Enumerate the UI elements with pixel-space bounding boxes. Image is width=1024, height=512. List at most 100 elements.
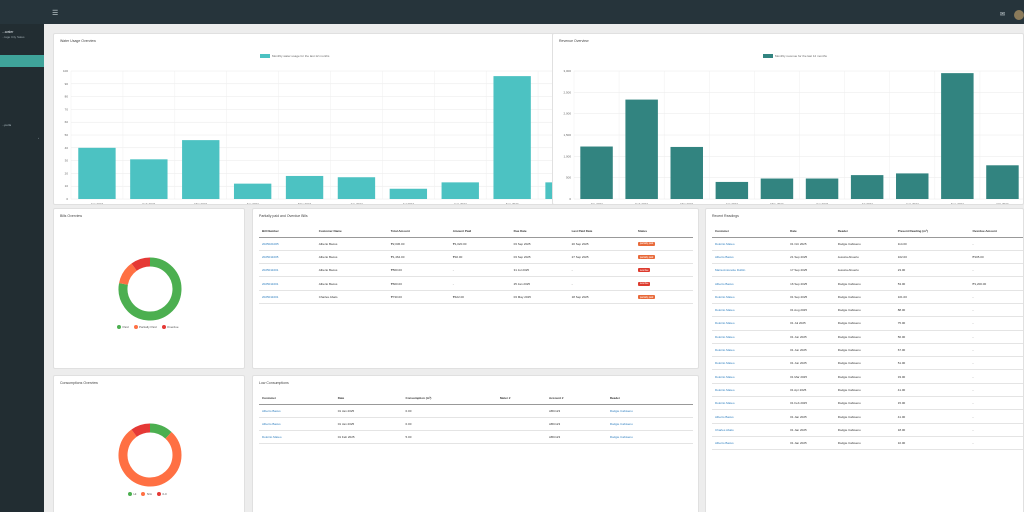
column-header[interactable]: Reader (834, 225, 895, 238)
column-header[interactable]: Customer (259, 392, 335, 405)
table-row[interactable]: 2025021005 Alberto Bacus ₱2,036.00 ₱1,020.0… (259, 237, 693, 251)
status-badge: partially paid (637, 241, 656, 246)
table-link[interactable]: Alberto Bacus (712, 276, 788, 291)
table-row[interactable]: Dolorito Mateo 01 Jun 2025 Rodgie Cabiseno… (712, 343, 1023, 358)
table-link[interactable]: Dolorito Mateo (712, 356, 788, 371)
table-row[interactable]: Dolorito Mateo 01 Jun 2025 Rodgie Cabiseno… (712, 330, 1023, 344)
table-link[interactable]: Dolorito Mateo (712, 290, 788, 304)
table-row[interactable]: Dolorito Mateo 01 Apr 2025 Rodgie Cabiseno… (712, 383, 1023, 398)
table-cell: 56.00 (894, 330, 970, 344)
column-header[interactable]: Date (787, 225, 835, 238)
table-cell: 01 Oct 2025 (787, 237, 835, 251)
legend-item-partially-paid[interactable]: Partially Paid (133, 325, 157, 330)
table-cell: - (449, 263, 511, 278)
column-header[interactable]: Due Date (510, 225, 569, 238)
table-link[interactable]: Alberto Bacus (259, 417, 335, 432)
table-link[interactable]: Maria Antonette Dublin (712, 263, 788, 278)
table-row[interactable]: Alberto Bacus 01 Jan 2025 0.00 ABC123 Rodgie… (259, 417, 693, 432)
table-row[interactable]: Dolorito Mateo 01 Oct 2025 Rodgie Cabiseno… (712, 237, 1023, 251)
table-row[interactable]: Alberto Bacus 01 Jan 2025 0.00 ABC123 Rodgie… (259, 404, 693, 418)
table-cell: Charles Abalo (315, 290, 388, 304)
table-row[interactable]: 2025011001 Charles Abalo ₱730.00 ₱422.00 03 … (259, 290, 693, 304)
table-link[interactable]: Alberto Bacus (712, 250, 788, 265)
table-cell: 01 Jan 2025 (334, 417, 403, 432)
column-header[interactable]: Date (334, 392, 403, 405)
table-row[interactable]: Charles Abalo 01 Jan 2025 Rodgie Cabiseno 1… (712, 423, 1023, 437)
legend-item-overdue[interactable]: Overdue (161, 325, 179, 330)
table-link[interactable]: Dolorito Mateo (712, 303, 788, 318)
table-row[interactable]: Dolorito Mateo 01 Aug 2025 Rodgie Cabiseno… (712, 303, 1023, 318)
table-link[interactable]: 2025021005 (259, 237, 316, 251)
column-header[interactable]: Reader (606, 392, 693, 405)
bar (986, 165, 1019, 199)
table-row[interactable]: 2025011005 Alberto Bacus ₱1,464.00 ₱32.00 03… (259, 250, 693, 265)
table-link[interactable]: 2025011001 (259, 276, 316, 291)
table-row[interactable]: Dolorito Mateo 01 Jul 2025 Rodgie Cabiseno… (712, 316, 1023, 331)
legend-item-paid[interactable]: Paid (117, 325, 129, 330)
table-row[interactable]: 2025011001 Alberto Bacus ₱600.00-25 Jan 20… (259, 276, 693, 291)
table-row[interactable]: Alberto Bacus 01 Jan 2025 Rodgie Cabiseno 4… (712, 409, 1023, 424)
donut-legend: Hi N/A 0-0 (128, 492, 167, 497)
chart-legend[interactable]: Monthly revenue for the last 12 months (763, 54, 827, 58)
table-link[interactable]: Alberto Bacus (712, 436, 788, 451)
column-header[interactable]: Last Paid Date (568, 225, 635, 238)
column-header[interactable]: Meter # (496, 392, 546, 405)
column-header[interactable]: Overdue Amount (969, 225, 1023, 238)
column-header[interactable]: Consumption (m³) (402, 392, 497, 405)
table-link[interactable]: Dolorito Mateo (712, 383, 788, 398)
avatar[interactable] (1014, 10, 1024, 20)
column-header[interactable]: Present Reading (m³) (894, 225, 970, 238)
table-row[interactable]: Maria Antonette Dublin 17 Sep 2025 Jessica… (712, 263, 1023, 278)
table-row[interactable]: Alberto Bacus 16 Sep 2025 Rodgie Cabiseno 5… (712, 276, 1023, 291)
bar (625, 99, 658, 199)
recent-readings-table: Customer Date Reader Present Reading (m³) Ov… (712, 225, 1023, 451)
table-header-row: Bill Number Customer Name Total Amount Amou… (259, 225, 693, 238)
table-link[interactable]: Alberto Bacus (259, 404, 335, 418)
table-link[interactable]: Charles Abalo (712, 423, 788, 437)
bar (182, 140, 220, 199)
chevron-right-icon[interactable]: › (38, 136, 39, 140)
legend-item-na[interactable]: N/A (141, 492, 152, 497)
table-cell: - (969, 383, 1023, 398)
table-link[interactable]: Dolorito Mateo (712, 369, 788, 384)
sidebar-item-label[interactable]: ...ports (2, 123, 12, 127)
table-row[interactable]: Alberto Bacus 01 Jan 2025 Rodgie Cabiseno 1… (712, 436, 1023, 451)
table-row[interactable]: Dolorito Mateo 01 Feb 2025 5.00 ABC123 Rodgi… (259, 430, 693, 445)
table-link[interactable]: Dolorito Mateo (712, 396, 788, 411)
table-link[interactable]: Dolorito Mateo (712, 237, 788, 251)
table-link[interactable]: 2025011001 (259, 263, 316, 278)
chat-icon[interactable]: ✉ (1000, 12, 1006, 18)
table-row[interactable]: Alberto Bacus 21 Sep 2025 Jessica Abuerto 1… (712, 250, 1023, 265)
table-row[interactable]: Dolorito Mateo 01 Jun 2025 Rodgie Cabiseno… (712, 356, 1023, 371)
table-link[interactable]: Alberto Bacus (712, 409, 788, 424)
column-header[interactable]: Amount Paid (449, 225, 511, 238)
table-link[interactable]: 2025011001 (259, 290, 316, 304)
hamburger-icon[interactable]: ☰ (52, 10, 59, 17)
column-header[interactable]: Total Amount (387, 225, 450, 238)
table-row[interactable]: Dolorito Mateo 01 Sep 2025 Rodgie Cabiseno… (712, 290, 1023, 304)
column-header[interactable]: Customer (712, 225, 788, 238)
table-link[interactable]: Dolorito Mateo (712, 343, 788, 358)
table-link[interactable]: Dolorito Mateo (712, 330, 788, 344)
table-link[interactable]: Dolorito Mateo (712, 316, 788, 331)
column-header[interactable]: Status (634, 225, 693, 238)
sidebar-item-dashboard[interactable] (0, 55, 44, 67)
y-tick-label: 1,000 (563, 154, 571, 158)
column-header[interactable]: Bill Number (259, 225, 316, 238)
table-link[interactable]: 2025011005 (259, 250, 316, 265)
x-tick-label: Jul 2024 (403, 202, 415, 205)
legend-item-hi[interactable]: Hi (128, 492, 136, 497)
table-row[interactable]: Dolorito Mateo 01 Mar 2025 Rodgie Cabiseno… (712, 369, 1023, 384)
table-row[interactable]: Dolorito Mateo 01 Feb 2025 Rodgie Cabiseno… (712, 396, 1023, 411)
table-link[interactable]: Dolorito Mateo (259, 430, 335, 445)
table-link[interactable]: Rodgie Cabiseno (606, 430, 693, 445)
table-link[interactable]: Rodgie Cabiseno (606, 417, 693, 432)
chart-legend[interactable]: Monthly water usage for the last 12 mont… (260, 54, 329, 58)
table-cell: 41.00 (894, 383, 970, 398)
column-header[interactable]: Customer Name (315, 225, 388, 238)
legend-item-zero[interactable]: 0-0 (156, 492, 167, 497)
table-link[interactable]: Rodgie Cabiseno (606, 404, 693, 418)
table-row[interactable]: 2025011001 Alberto Bacus ₱560.00-31 Jul 20… (259, 263, 693, 278)
column-header[interactable]: Account # (545, 392, 607, 405)
table-cell (496, 404, 546, 418)
